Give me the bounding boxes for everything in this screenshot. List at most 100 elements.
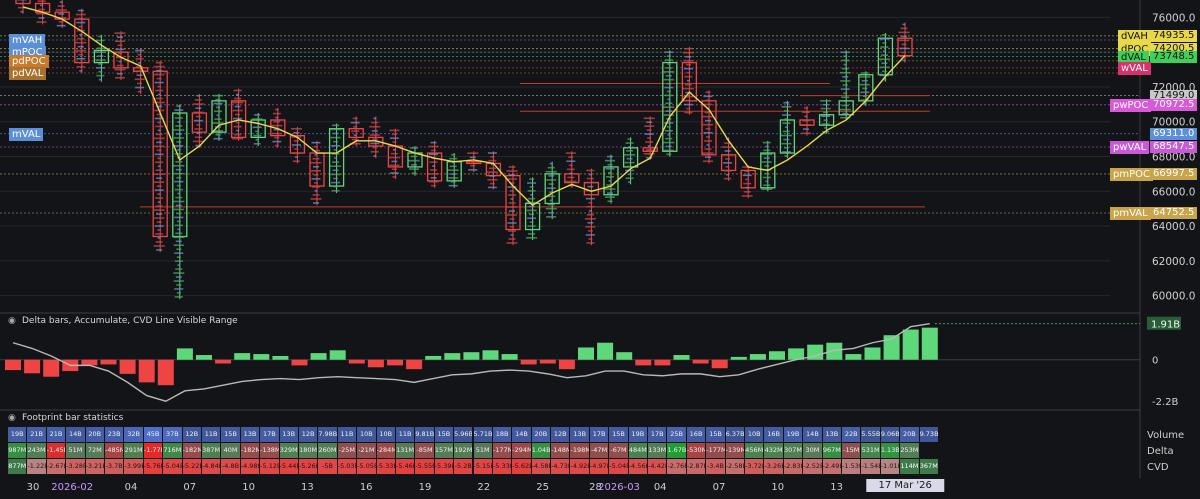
footprint-cell <box>311 170 321 172</box>
volume-cell: 20B <box>900 427 919 442</box>
footprint-cell <box>429 153 439 156</box>
footprint-cell <box>95 67 105 69</box>
footprint-cell <box>255 138 259 141</box>
footprint-cell <box>271 132 282 135</box>
footprint-cell <box>685 63 691 66</box>
footprint-cell <box>153 101 165 104</box>
footprint-cell <box>155 241 163 243</box>
footprint-cell <box>78 25 83 28</box>
footprint-cell <box>176 292 181 294</box>
eye-icon[interactable]: ◉ <box>8 413 16 423</box>
footprint-cell <box>78 53 84 56</box>
footprint-cell <box>585 197 595 200</box>
footprint-cell <box>194 99 202 101</box>
footprint-cell <box>253 134 262 137</box>
cvd-cell: -2.67B <box>46 459 66 474</box>
footprint-cell <box>781 142 792 145</box>
footprint-cell <box>173 272 185 274</box>
footprint-cell <box>469 156 476 159</box>
candle-body <box>368 136 384 147</box>
footprint-cell <box>487 152 497 154</box>
footprint-cell <box>174 117 183 119</box>
footprint-cell <box>902 59 906 62</box>
delta-bar <box>769 351 785 360</box>
footprint-cell <box>173 129 185 131</box>
eye-icon[interactable]: ◉ <box>8 316 16 326</box>
footprint-cell <box>56 24 66 27</box>
footprint-cell <box>762 176 771 179</box>
footprint-cell <box>745 186 749 189</box>
delta-cell: 531M <box>861 443 880 458</box>
footprint-cell <box>744 170 750 172</box>
footprint-cell <box>292 160 300 163</box>
footprint-cell <box>683 103 693 106</box>
footprint-cell <box>663 71 675 73</box>
delta-bar <box>845 354 862 360</box>
footprint-cell <box>137 90 142 93</box>
volume-cell: 20B <box>531 427 551 442</box>
delta-bar <box>5 359 21 371</box>
footprint-cell <box>820 107 831 110</box>
cvd-cell: -1.01B <box>880 459 900 474</box>
footprint-cell <box>880 46 889 48</box>
footprint-cell <box>174 288 184 290</box>
time-axis[interactable]: 30 2026-02 04 07 10 13 16 19 22 25 28 2026-03 04 07 10… <box>0 478 1200 499</box>
footprint-cell <box>274 136 280 139</box>
delta-cell: 40M <box>221 443 240 458</box>
footprint-cell <box>667 98 671 101</box>
level-tag-dVAL: dVAL <box>1118 50 1149 64</box>
footprint-cell <box>274 108 279 111</box>
footprint-cell <box>684 111 693 114</box>
footprint-cell <box>156 185 162 187</box>
footprint-cell <box>765 145 769 148</box>
volume-cell: 13B <box>240 427 260 442</box>
cvd-cell: -2.76B <box>667 459 686 474</box>
footprint-cell <box>704 140 712 142</box>
cvd-cell: -4.97B <box>589 459 609 474</box>
footprint-cell <box>509 210 515 212</box>
footprint-cell <box>567 176 575 179</box>
footprint-cell <box>330 165 342 168</box>
footprint-cell <box>173 172 184 175</box>
footprint-cell <box>429 161 438 163</box>
candle-body <box>230 100 247 139</box>
footprint-cell <box>176 220 181 223</box>
footprint-cell <box>627 138 632 140</box>
cvd-cell: -4.56B <box>628 459 648 474</box>
footprint-cell <box>762 141 771 144</box>
footprint-cell <box>154 217 165 219</box>
footprint-cell <box>530 193 534 196</box>
delta-bar <box>138 359 155 383</box>
footprint-cell <box>176 176 182 179</box>
footprint-cell <box>683 67 693 70</box>
footprint-cell <box>842 76 849 78</box>
footprint-cell <box>843 92 848 94</box>
footprint-cell <box>686 107 691 110</box>
footprint-cell <box>194 136 202 139</box>
volume-cell: 11B <box>337 427 357 442</box>
footprint-cell <box>529 221 534 223</box>
volume-cell: 10B <box>376 427 395 442</box>
footprint-cell <box>157 93 161 96</box>
footprint-cell <box>294 156 298 158</box>
delta-bar <box>501 354 518 360</box>
footprint-cell <box>391 160 398 163</box>
footprint-cell <box>173 280 184 282</box>
footprint-cell <box>117 44 123 47</box>
footprint-cell <box>154 145 165 148</box>
cvd-cell: -3.21B <box>85 459 104 474</box>
footprint-cell <box>314 190 318 192</box>
cvd-cell: -3.7B <box>104 459 124 474</box>
delta-cell: 432M <box>764 443 783 458</box>
footprint-cell <box>706 144 710 146</box>
footprint-cell <box>743 182 752 185</box>
footprint-cell <box>76 21 86 24</box>
footprint-cell <box>331 153 340 155</box>
footprint-cell <box>902 51 906 54</box>
footprint-cell <box>349 142 361 145</box>
footprint-cell <box>314 153 318 156</box>
footprint-cell <box>665 110 672 112</box>
delta-bar <box>119 359 136 374</box>
